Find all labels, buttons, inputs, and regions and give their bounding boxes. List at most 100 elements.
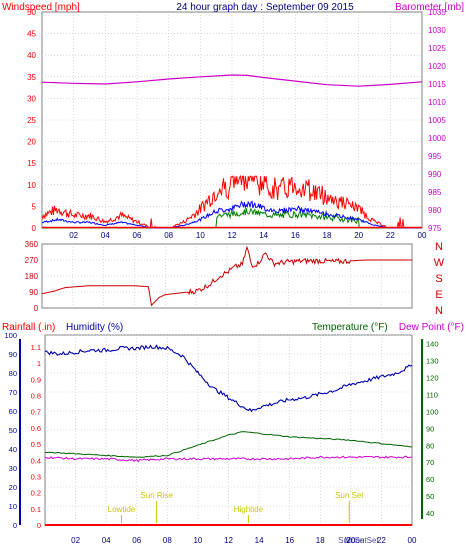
annotation-label: Lowtide [108, 505, 136, 514]
y-tick-temperature: 130 [426, 356, 439, 365]
wind-gust-line [41, 174, 422, 229]
x-tick: 20 [346, 536, 355, 545]
annotation-label: Sun Set [335, 491, 364, 500]
y-tick-rain: 0.6 [31, 424, 41, 433]
y-tick-rain: 0.8 [31, 392, 41, 401]
label-humidity: Humidity (%) [66, 322, 123, 333]
y-tick-temperature: 90 [426, 424, 434, 433]
y-tick-direction: 360 [25, 240, 39, 249]
compass-label: E [435, 289, 442, 301]
compass-label: N [435, 305, 443, 317]
x-tick: 18 [316, 536, 325, 545]
y-tick-baro: 1000 [428, 134, 446, 143]
y-tick-humidity: 90 [9, 350, 17, 359]
temperature-line [45, 431, 413, 458]
x-tick: 08 [163, 536, 172, 545]
x-tick: 10 [196, 231, 205, 240]
x-tick: 10 [193, 536, 202, 545]
x-tick: 18 [323, 231, 332, 240]
y-tick-wind: 50 [27, 8, 36, 17]
y-tick-baro: 1035 [428, 8, 446, 17]
y-tick-direction: 270 [25, 256, 39, 265]
y-tick-temperature: 50 [426, 492, 434, 501]
y-tick-rain: 0 [37, 521, 41, 530]
x-tick: 22 [377, 536, 386, 545]
x-tick: 14 [259, 231, 268, 240]
y-tick-temperature: 140 [426, 339, 439, 348]
y-tick-temperature: 40 [426, 509, 434, 518]
x-tick: 12 [228, 231, 237, 240]
y-tick-rain: 0.5 [31, 440, 41, 449]
compass-label: S [435, 273, 442, 285]
label-rainfall: Rainfall (.in) [2, 322, 55, 333]
y-tick-wind: 20 [27, 138, 36, 147]
x-tick: 02 [69, 231, 78, 240]
wind-direction-line [41, 245, 412, 307]
x-tick: 06 [133, 231, 142, 240]
y-tick-baro: 980 [428, 206, 442, 215]
humidity-line [44, 344, 413, 413]
y-tick-baro: 985 [428, 188, 442, 197]
y-tick-humidity: 100 [4, 331, 17, 340]
wind-avg-line [41, 200, 422, 229]
wind-baro-panel: 0510152025303540455097598098599099510001… [2, 2, 464, 240]
bottom-label-moonset: Moon Set [344, 536, 379, 545]
y-tick-wind: 45 [27, 30, 36, 39]
humidity-temp-panel: 010203040506070809010000.10.20.30.40.50.… [2, 322, 464, 545]
x-tick: 06 [132, 536, 141, 545]
y-tick-temperature: 70 [426, 458, 434, 467]
y-tick-baro: 1015 [428, 80, 446, 89]
x-tick: 02 [71, 536, 80, 545]
y-tick-humidity: 30 [9, 464, 17, 473]
x-tick: 16 [291, 231, 300, 240]
y-tick-rain: 0.9 [31, 375, 41, 384]
y-tick-humidity: 60 [9, 407, 17, 416]
y-tick-temperature: 120 [426, 373, 439, 382]
y-tick-direction: 0 [34, 304, 39, 313]
y-tick-wind: 10 [27, 181, 36, 190]
label-barometer: Barometer [mb] [395, 2, 464, 13]
y-tick-wind: 30 [27, 94, 36, 103]
y-tick-wind: 15 [27, 159, 36, 168]
y-tick-wind: 25 [27, 116, 36, 125]
y-tick-rain: 0.3 [31, 472, 41, 481]
compass-label: N [435, 241, 443, 253]
dewpoint-line [44, 455, 413, 463]
y-tick-rain: 1.1 [31, 343, 41, 352]
label-temperature: Temperature (°F) [312, 322, 388, 333]
y-tick-baro: 1030 [428, 26, 446, 35]
x-tick: 14 [255, 536, 264, 545]
label-dewpoint: Dew Point (°F) [399, 322, 464, 333]
x-tick: 04 [101, 231, 110, 240]
x-tick: 16 [285, 536, 294, 545]
x-tick: 00 [408, 536, 417, 545]
barometer-line [41, 74, 423, 87]
x-tick: 20 [354, 231, 363, 240]
y-tick-humidity: 0 [13, 521, 17, 530]
x-tick: 04 [102, 536, 111, 545]
x-tick: 08 [164, 231, 173, 240]
y-tick-rain: 0.1 [31, 505, 41, 514]
y-tick-humidity: 20 [9, 483, 17, 492]
y-tick-humidity: 50 [9, 426, 17, 435]
y-tick-humidity: 40 [9, 445, 17, 454]
bottom-label-sunset: Sun Set [338, 536, 367, 545]
y-tick-humidity: 70 [9, 388, 17, 397]
y-tick-temperature: 110 [426, 390, 438, 399]
label-windspeed: Windspeed [mph] [2, 2, 80, 13]
y-tick-rain: 0.2 [31, 489, 41, 498]
y-tick-humidity: 80 [9, 369, 17, 378]
y-tick-direction: 180 [25, 272, 39, 281]
y-tick-rain: 1 [37, 359, 41, 368]
y-tick-baro: 995 [428, 152, 442, 161]
annotation-label: Sun Rise [140, 491, 173, 500]
y-tick-wind: 35 [27, 73, 36, 82]
y-tick-baro: 1010 [428, 98, 446, 107]
y-tick-baro: 1020 [428, 62, 446, 71]
y-tick-humidity: 10 [9, 502, 17, 511]
y-tick-wind: 40 [27, 51, 36, 60]
annotation-label: Hightide [234, 505, 264, 514]
